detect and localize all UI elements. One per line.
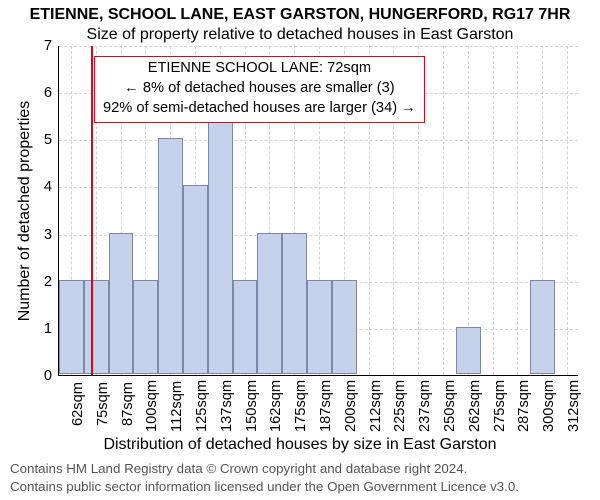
gridline-vertical	[567, 46, 568, 375]
gridline-vertical	[443, 46, 444, 375]
x-tick-label: 175sqm	[293, 382, 309, 432]
histogram-bar	[456, 327, 481, 374]
chart-container: ETIENNE, SCHOOL LANE, EAST GARSTON, HUNG…	[0, 0, 600, 500]
x-tick-label: 187sqm	[318, 382, 334, 432]
gridline-vertical	[517, 46, 518, 375]
footer-line-2: Contains public sector information licen…	[10, 478, 519, 496]
x-tick-label: 125sqm	[194, 382, 210, 432]
x-tick-label: 87sqm	[120, 382, 136, 432]
x-tick-label: 225sqm	[392, 382, 408, 432]
y-tick-label: 1	[32, 321, 52, 337]
x-tick-label: 237sqm	[417, 382, 433, 432]
histogram-bar	[208, 91, 233, 374]
y-tick-label: 4	[32, 179, 52, 195]
histogram-bar	[307, 280, 332, 374]
histogram-bar	[109, 233, 134, 374]
histogram-bar	[59, 280, 84, 374]
x-tick-label: 100sqm	[144, 382, 160, 432]
x-tick-label: 312sqm	[566, 382, 582, 432]
y-tick-label: 7	[32, 38, 52, 54]
x-tick-label: 212sqm	[368, 382, 384, 432]
x-tick-label: 275sqm	[492, 382, 508, 432]
footer-line-1: Contains HM Land Registry data © Crown c…	[10, 460, 519, 478]
footer-text: Contains HM Land Registry data © Crown c…	[0, 460, 519, 496]
histogram-bar	[158, 138, 183, 374]
chart-title-sub: Size of property relative to detached ho…	[0, 26, 600, 44]
histogram-bar	[233, 280, 258, 374]
histogram-bar	[282, 233, 307, 374]
plot-area: ETIENNE SCHOOL LANE: 72sqm← 8% of detach…	[58, 46, 578, 376]
x-tick-label: 262sqm	[467, 382, 483, 432]
histogram-bar	[84, 280, 109, 374]
annotation-line: ← 8% of detached houses are smaller (3)	[103, 79, 416, 99]
x-tick-label: 162sqm	[268, 382, 284, 432]
histogram-bar	[257, 233, 282, 374]
histogram-bar	[183, 185, 208, 374]
x-tick-label: 287sqm	[516, 382, 532, 432]
x-tick-label: 300sqm	[541, 382, 557, 432]
reference-marker-line	[91, 46, 93, 375]
histogram-bar	[530, 280, 555, 374]
x-tick-label: 112sqm	[169, 382, 185, 432]
y-tick-label: 0	[32, 368, 52, 384]
y-tick-label: 3	[32, 227, 52, 243]
y-tick-label: 2	[32, 274, 52, 290]
annotation-box: ETIENNE SCHOOL LANE: 72sqm← 8% of detach…	[94, 56, 425, 123]
y-tick-label: 6	[32, 85, 52, 101]
x-tick-label: 250sqm	[442, 382, 458, 432]
annotation-line: 92% of semi-detached houses are larger (…	[103, 99, 416, 119]
x-tick-label: 75sqm	[95, 382, 111, 432]
x-tick-label: 200sqm	[343, 382, 359, 432]
x-tick-label: 150sqm	[244, 382, 260, 432]
x-tick-label: 137sqm	[219, 382, 235, 432]
chart-title-main: ETIENNE, SCHOOL LANE, EAST GARSTON, HUNG…	[0, 6, 600, 24]
histogram-bar	[133, 280, 158, 374]
x-axis-label: Distribution of detached houses by size …	[0, 436, 600, 454]
gridline-vertical	[468, 46, 469, 375]
histogram-bar	[332, 280, 357, 374]
y-tick-label: 5	[32, 132, 52, 148]
x-tick-label: 62sqm	[70, 382, 86, 432]
gridline-vertical	[493, 46, 494, 375]
annotation-line: ETIENNE SCHOOL LANE: 72sqm	[103, 59, 416, 79]
